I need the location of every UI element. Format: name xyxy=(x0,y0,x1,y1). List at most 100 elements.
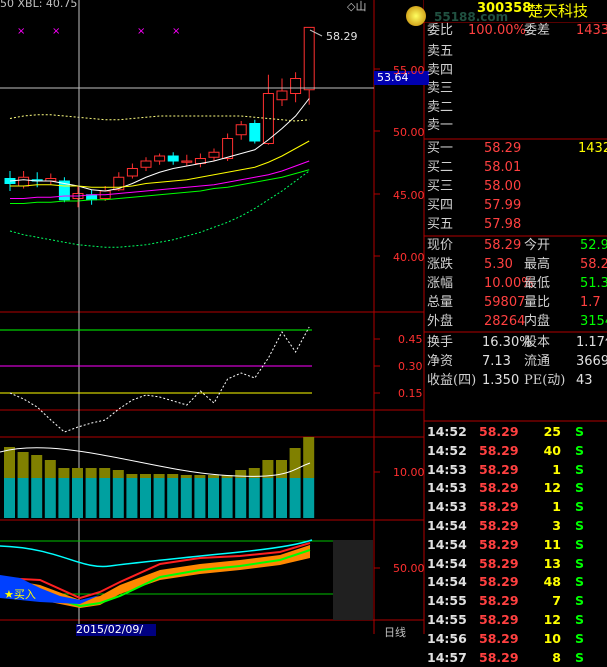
watermark: 55188.com xyxy=(434,10,509,24)
volume-bar-bottom xyxy=(31,478,43,518)
stat-value: 51.3 xyxy=(580,276,607,291)
volume-bar-bottom xyxy=(289,478,301,518)
trade-row[interactable]: 14:52 58.29 40 S xyxy=(424,442,607,460)
bid-label: 买二 xyxy=(427,160,454,175)
ask-row[interactable]: 卖一 xyxy=(424,117,607,135)
candle-body xyxy=(126,168,138,177)
volume-bar-top xyxy=(167,474,179,478)
trade-row[interactable]: 14:54 58.29 3 S xyxy=(424,517,607,535)
candle-body xyxy=(58,180,70,201)
stat2-row[interactable]: 换手 16.30%股本 1.17亿 xyxy=(424,334,607,352)
trade-row[interactable]: 14:53 58.29 12 S xyxy=(424,479,607,497)
kline-chart-area[interactable]: × × × × xyxy=(0,0,607,634)
signal-mark: × xyxy=(17,26,25,37)
period-tab[interactable]: 日线 xyxy=(384,626,406,639)
trade-price: 58.29 xyxy=(479,461,519,477)
ask-label: 卖五 xyxy=(427,44,454,59)
stat2-row[interactable]: 收益(四) 1.350 PE(动) 43 xyxy=(424,372,607,390)
bid-row[interactable]: 买五 57.98 xyxy=(424,216,607,234)
volume-bar-bottom xyxy=(194,478,206,518)
weibi-value: 100.00% xyxy=(468,23,526,38)
volume-bar-bottom xyxy=(248,478,260,518)
volume-bar-top xyxy=(289,448,301,478)
trade-row[interactable]: 14:57 58.29 8 S xyxy=(424,649,607,667)
trade-time: 14:56 xyxy=(427,630,467,646)
trade-side: S xyxy=(575,424,585,439)
buy-signal-label: ★买入 xyxy=(4,588,36,601)
trade-volume: 12 xyxy=(543,612,561,627)
stat-value: 3154 xyxy=(580,314,607,329)
ask-row[interactable]: 卖五 xyxy=(424,43,607,61)
trade-price: 58.29 xyxy=(479,442,519,458)
stat-row[interactable]: 现价 58.29 今开 52.9 xyxy=(424,237,607,255)
volume-bar-bottom xyxy=(4,478,15,518)
stat2-value: 43 xyxy=(576,373,593,388)
ask-row[interactable]: 卖二 xyxy=(424,99,607,117)
bid-row[interactable]: 买一 58.29 1432 xyxy=(424,140,607,158)
trade-row[interactable]: 14:55 58.29 7 S xyxy=(424,592,607,610)
bid-label: 买三 xyxy=(427,179,454,194)
trade-price: 58.29 xyxy=(479,499,519,515)
volume-bar-top xyxy=(112,470,124,478)
volume-bar-top xyxy=(58,468,70,478)
stat-row[interactable]: 涨幅 10.00% 最低 51.3 xyxy=(424,275,607,293)
bid-price: 57.98 xyxy=(484,217,522,232)
stat-row[interactable]: 涨跌 5.30 最高 58.2 xyxy=(424,256,607,274)
signal-mark: × xyxy=(172,26,180,37)
stat2-value: 7.13 xyxy=(482,354,511,369)
volume-bar-bottom xyxy=(99,478,111,518)
trade-volume: 1 xyxy=(552,461,561,477)
bid-row[interactable]: 买三 58.00 xyxy=(424,178,607,196)
stat-value: 58.29 xyxy=(484,238,522,253)
ask-row[interactable]: 卖四 xyxy=(424,62,607,80)
stat-row[interactable]: 总量 59807 量比 1.7 xyxy=(424,294,607,312)
stat-label: 总量 xyxy=(427,295,454,310)
lower-tick-50: 50.00 xyxy=(393,562,425,575)
trade-time: 14:52 xyxy=(427,424,467,439)
volume-bar-top xyxy=(31,455,43,478)
lower-orange-band xyxy=(0,545,310,608)
stat2-row[interactable]: 净资 7.13 流通 3669万 xyxy=(424,353,607,371)
trade-row[interactable]: 14:54 58.29 13 S xyxy=(424,555,607,573)
stat2-label: 净资 xyxy=(427,354,454,369)
trade-volume: 3 xyxy=(552,518,561,533)
trade-side: S xyxy=(575,630,585,646)
trade-side: S xyxy=(575,612,585,627)
osc-tick-030: 0.30 xyxy=(398,360,423,373)
signal-mark: × xyxy=(137,26,145,37)
lower-cyan-line xyxy=(0,539,313,568)
trade-price: 58.29 xyxy=(479,480,519,496)
trade-side: S xyxy=(575,555,585,571)
volume-bar-top xyxy=(262,460,274,478)
trade-row[interactable]: 14:56 58.29 10 S xyxy=(424,630,607,648)
volume-bar-bottom xyxy=(17,478,29,518)
trade-row[interactable]: 14:55 58.29 12 S xyxy=(424,611,607,629)
bid-price: 57.99 xyxy=(484,198,522,213)
trade-price: 58.29 xyxy=(479,630,519,646)
trade-price: 58.29 xyxy=(479,424,519,439)
bid-label: 买五 xyxy=(427,217,454,232)
ask-row[interactable]: 卖三 xyxy=(424,80,607,98)
trade-row[interactable]: 14:53 58.29 1 S xyxy=(424,498,607,516)
volume-bar-bottom xyxy=(85,478,97,518)
volume-bar-top xyxy=(208,475,219,478)
trade-row[interactable]: 14:52 58.29 25 S xyxy=(424,423,607,441)
diamond-icon[interactable]: ◇山 xyxy=(347,0,367,13)
bid-row[interactable]: 买二 58.01 xyxy=(424,159,607,177)
trade-volume: 11 xyxy=(543,536,561,552)
trade-row[interactable]: 14:53 58.29 1 S xyxy=(424,461,607,479)
trade-volume: 40 xyxy=(543,442,561,458)
volume-bar-bottom xyxy=(153,478,165,518)
trade-side: S xyxy=(575,499,585,515)
crosshair-price-label: 53.64 xyxy=(374,71,429,85)
trade-row[interactable]: 14:54 58.29 48 S xyxy=(424,573,607,591)
trade-price: 58.29 xyxy=(479,518,519,533)
bid-row[interactable]: 买四 57.99 xyxy=(424,197,607,215)
trade-volume: 12 xyxy=(543,480,561,496)
volume-bar-top xyxy=(235,470,247,478)
candle-body xyxy=(208,151,220,158)
volume-bar-top xyxy=(126,474,138,478)
trade-row[interactable]: 14:54 58.29 11 S xyxy=(424,536,607,554)
volume-bar-bottom xyxy=(126,478,138,518)
